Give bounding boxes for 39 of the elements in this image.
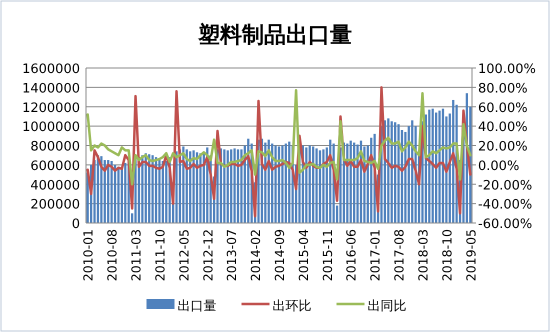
y-tick-label: 1200000 — [22, 100, 80, 116]
legend-label: 出口量 — [178, 299, 216, 314]
x-tick-label: 2018-03 — [415, 229, 430, 282]
y-tick-label: 1000000 — [22, 120, 80, 136]
x-tick-label: 2017-01 — [368, 229, 383, 282]
x-tick-label: 2010-08 — [104, 228, 120, 282]
y2-tick-label: 100.00% — [478, 62, 536, 77]
x-tick-label: 2014-02 — [248, 229, 264, 282]
title: 塑料制品出口量 — [198, 23, 352, 48]
legend-label: 出同比 — [368, 299, 406, 314]
x-tick-label: 2012-05 — [176, 229, 192, 282]
y2-tick-label: -20.00% — [478, 178, 532, 194]
y2-tick-label: -40.00% — [478, 198, 532, 213]
y-tick-label: 1600000 — [22, 62, 80, 77]
x-tick-label: 2018-10 — [439, 228, 454, 282]
y-tick-label: 600000 — [30, 158, 80, 174]
y2-tick-label: 0.00% — [478, 158, 520, 174]
x-tick-label: 2014-09 — [272, 228, 287, 282]
x-tick-label: 2015-11 — [320, 229, 335, 282]
x-tick-label: 2011-03 — [128, 229, 144, 282]
x-tick-label: 2015-04 — [296, 228, 311, 282]
legend-label: 出环比 — [272, 299, 312, 314]
x-tick-label: 2019-05 — [463, 229, 478, 282]
x-tick-label: 2012-12 — [200, 229, 216, 282]
y-tick-label: 800000 — [30, 140, 80, 154]
x-tick-label: 2016-06 — [344, 228, 359, 282]
x-tick-label: 2017-08 — [392, 228, 407, 282]
y-tick-label: 400000 — [30, 178, 80, 194]
x-tick-label: 2013-07 — [224, 229, 240, 282]
y-tick-label: 200000 — [30, 198, 80, 213]
y2-tick-label: 20.00% — [478, 140, 528, 154]
y2-tick-label: 40.00% — [478, 120, 528, 136]
y-tick-label: 0 — [72, 217, 80, 232]
y-tick-label: 1400000 — [22, 81, 80, 96]
y2-tick-label: 80.00% — [478, 81, 528, 96]
x-tick-label: 2010-01 — [80, 229, 96, 282]
x-tick-label: 2011-10 — [152, 228, 168, 282]
y2-tick-label: -60.00% — [478, 217, 532, 232]
y2-tick-label: 60.00% — [478, 100, 528, 116]
